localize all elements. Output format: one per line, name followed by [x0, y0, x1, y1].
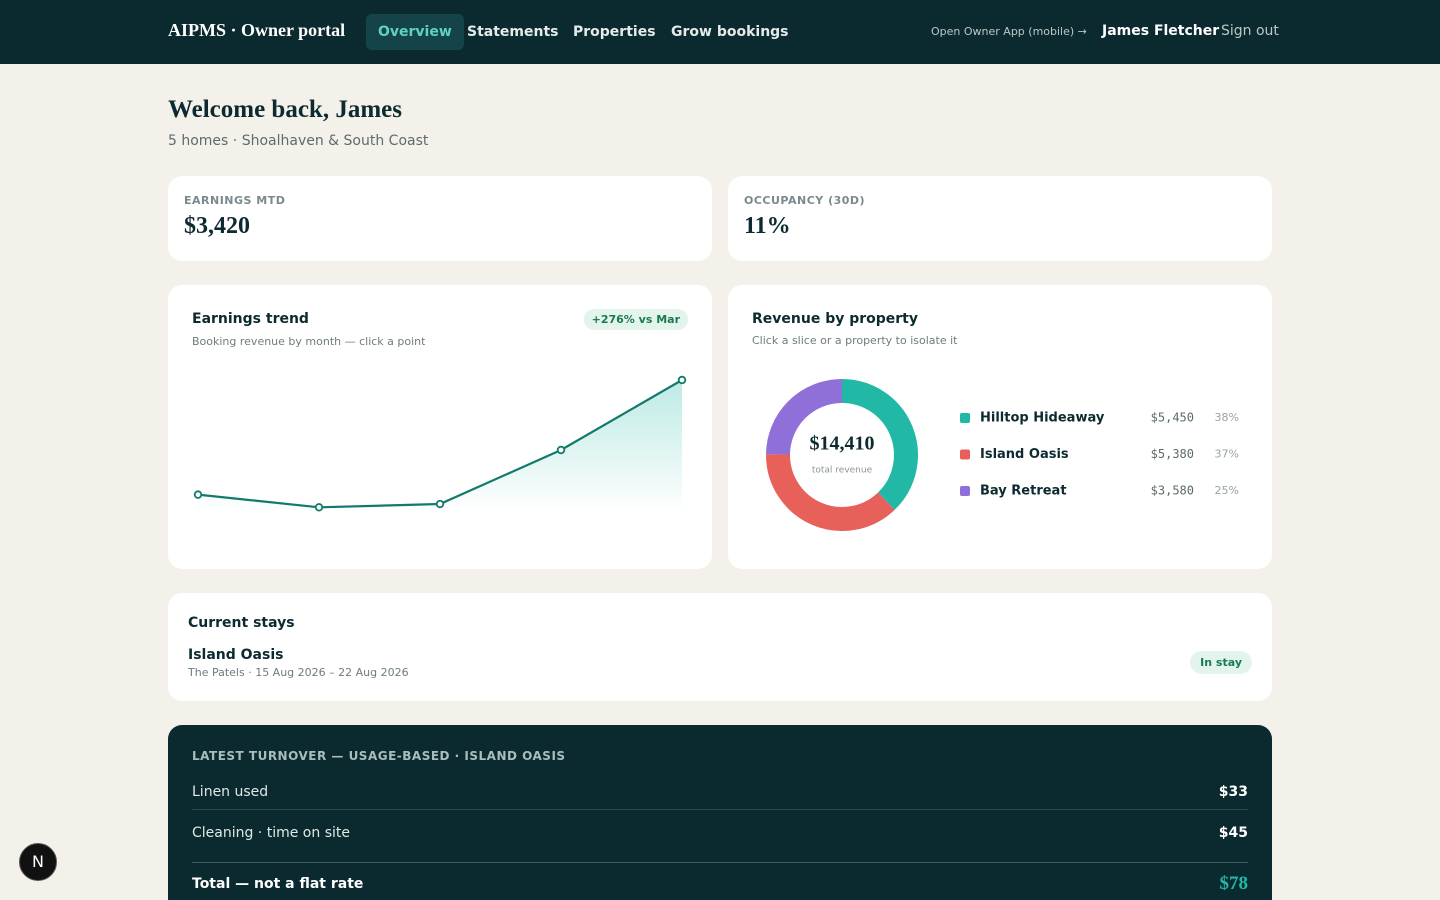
stay-property: Island Oasis: [188, 647, 284, 663]
page-title: Welcome back, James: [168, 96, 402, 123]
kpi-value: $3,420: [184, 213, 250, 239]
total-amount: $78: [1219, 873, 1249, 894]
line-chart: [193, 375, 687, 513]
nav-link[interactable]: Grow bookings: [671, 24, 789, 40]
legend-label[interactable]: Island Oasis: [980, 447, 1069, 462]
turnover-title: LATEST TURNOVER — USAGE-BASED · ISLAND O…: [192, 749, 566, 763]
line-label: Linen used: [192, 784, 269, 800]
turnover-card: LATEST TURNOVER — USAGE-BASED · ISLAND O…: [168, 725, 1272, 900]
nav-link[interactable]: Overview: [366, 14, 464, 50]
legend-share: 37%: [1215, 448, 1239, 461]
legend-label[interactable]: Hilltop Hideaway: [980, 411, 1105, 426]
kpi-value: 11%: [744, 213, 791, 239]
legend-label[interactable]: Bay Retreat: [980, 484, 1067, 499]
dev-badge[interactable]: N: [19, 843, 57, 881]
donut-total: $14,410: [810, 433, 875, 455]
legend-swatch[interactable]: [960, 413, 970, 423]
stay-status: In stay: [1190, 651, 1252, 674]
trend-badge: +276% vs Mar: [583, 309, 688, 330]
legend-value: $3,580: [1151, 484, 1194, 498]
legend-share: 25%: [1215, 484, 1239, 497]
chart-title: Revenue by property: [752, 311, 919, 327]
kpi-label: OCCUPANCY (30D): [744, 194, 866, 207]
chart-subtitle: Booking revenue by month — click a point: [192, 335, 426, 348]
total-label: Total — not a flat rate: [192, 876, 364, 892]
top-nav: AIPMS · Owner portal Overview Statements…: [0, 0, 1440, 64]
legend-swatch[interactable]: [960, 449, 970, 460]
section-title: Current stays: [188, 615, 295, 631]
stay-detail: The Patels · 15 Aug 2026 – 22 Aug 2026: [188, 666, 409, 679]
divider: [192, 809, 1248, 810]
line-label: Cleaning · time on site: [192, 825, 350, 841]
page-subtitle: 5 homes · Shoalhaven & South Coast: [168, 133, 429, 149]
trend-point[interactable]: [193, 490, 203, 499]
app-link[interactable]: Open Owner App (mobile) →: [931, 25, 1087, 38]
divider: [192, 862, 1248, 863]
chart-title: Earnings trend: [192, 311, 309, 327]
trend-point[interactable]: [314, 503, 324, 512]
user-name[interactable]: James Fletcher: [1102, 23, 1220, 39]
donut-slice[interactable]: [766, 454, 895, 531]
legend-value: $5,450: [1151, 411, 1194, 425]
trend-point[interactable]: [556, 445, 566, 455]
kpi-card: EARNINGS MTD $3,420: [168, 176, 712, 261]
trend-point[interactable]: [435, 499, 445, 509]
donut-chart: $14,410 total revenue Hilltop Hideaway $5…: [766, 379, 1239, 531]
line-amount: $33: [1218, 784, 1248, 800]
nav-link[interactable]: Statements: [467, 24, 559, 40]
sign-out[interactable]: Sign out: [1221, 23, 1279, 39]
nav-link[interactable]: Properties: [573, 24, 656, 40]
trend-card: Earnings trend Booking revenue by month …: [168, 285, 712, 569]
revenue-card: Revenue by property Click a slice or a p…: [728, 285, 1272, 569]
line-area: [198, 380, 682, 513]
legend-share: 38%: [1215, 411, 1239, 424]
legend-swatch[interactable]: [960, 486, 970, 496]
donut-caption: total revenue: [812, 466, 873, 476]
trend-point[interactable]: [677, 375, 687, 385]
line-amount: $45: [1218, 825, 1248, 841]
kpi-card: OCCUPANCY (30D) 11%: [728, 176, 1272, 261]
stays-card: Current stays Island Oasis The Patels · …: [168, 593, 1272, 701]
kpi-label: EARNINGS MTD: [184, 194, 286, 207]
legend-value: $5,380: [1151, 447, 1194, 461]
donut-slice[interactable]: [766, 379, 843, 456]
chart-subtitle: Click a slice or a property to isolate i…: [752, 334, 958, 347]
donut-slice[interactable]: [841, 379, 918, 510]
brand[interactable]: AIPMS · Owner portal: [168, 20, 346, 40]
